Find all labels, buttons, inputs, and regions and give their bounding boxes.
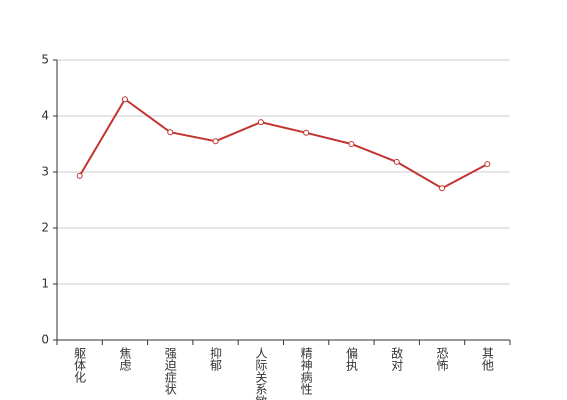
- y-tick-label: 3: [41, 165, 49, 179]
- y-tick-label: 1: [41, 277, 49, 291]
- data-point: [167, 129, 174, 136]
- data-point: [257, 119, 264, 126]
- x-tick-label: 其他: [480, 347, 494, 371]
- data-point: [76, 172, 83, 179]
- y-tick-label: 0: [41, 333, 49, 347]
- x-tick-label: 躯体化: [73, 346, 87, 384]
- x-tick-label: 焦虑: [118, 347, 132, 371]
- x-tick-label: 恐怖: [435, 347, 449, 371]
- x-tick-label: 强迫症状: [163, 347, 177, 395]
- x-tick-label: 敌对: [390, 346, 404, 371]
- data-point: [484, 161, 491, 168]
- data-point: [393, 158, 400, 165]
- data-point: [212, 138, 219, 145]
- data-point: [303, 129, 310, 136]
- y-tick-label: 2: [41, 221, 49, 235]
- x-tick-label: 精神病性: [299, 347, 313, 396]
- x-tick-label: 抑郁: [209, 346, 223, 372]
- x-tick-label: 人际关系敏感: [254, 347, 268, 400]
- series-line: [78, 97, 488, 190]
- y-tick-label: 4: [41, 109, 49, 123]
- x-tick-label: 偏执: [344, 346, 358, 372]
- y-tick-label: 5: [41, 53, 49, 67]
- data-point: [439, 185, 446, 192]
- data-point: [121, 96, 128, 103]
- data-point: [348, 141, 355, 147]
